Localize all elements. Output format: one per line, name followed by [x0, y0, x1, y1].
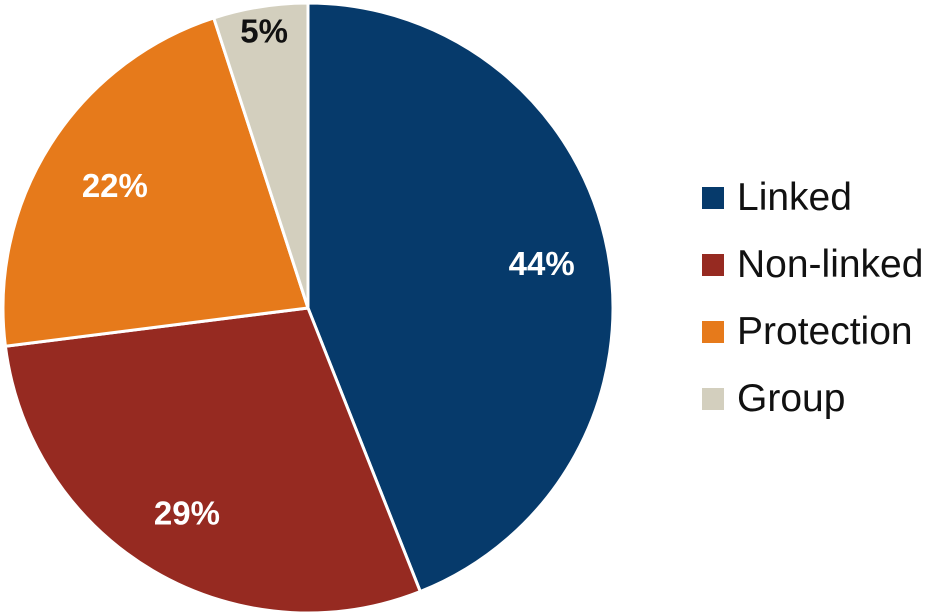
pie-slice-protection — [1, 16, 310, 348]
pie-label-group: 5% — [240, 12, 288, 49]
pie-slice-linked — [306, 1, 615, 594]
legend-item-non-linked: Non-linked — [702, 231, 923, 298]
legend-item-linked: Linked — [702, 164, 923, 231]
pie-slice-labels: 44% 29% 22% 5% — [82, 12, 575, 531]
pie-slice-group — [212, 1, 310, 310]
pie-label-non-linked: 29% — [154, 494, 220, 531]
legend-item-group: Group — [702, 365, 923, 432]
pie-slice-non-linked — [3, 306, 422, 613]
legend-label-non-linked: Non-linked — [737, 243, 924, 286]
pie-slices — [1, 1, 615, 613]
legend: Linked Non-linked Protection Group — [702, 164, 923, 432]
legend-label-linked: Linked — [737, 176, 852, 219]
legend-swatch-group — [702, 387, 724, 410]
pie-label-protection: 22% — [82, 167, 148, 204]
legend-item-protection: Protection — [702, 298, 923, 365]
legend-swatch-protection — [702, 320, 724, 343]
legend-label-protection: Protection — [737, 310, 913, 353]
legend-label-group: Group — [737, 377, 846, 420]
legend-swatch-non-linked — [702, 253, 724, 276]
pie-label-linked: 44% — [509, 245, 575, 282]
legend-swatch-linked — [702, 186, 724, 209]
